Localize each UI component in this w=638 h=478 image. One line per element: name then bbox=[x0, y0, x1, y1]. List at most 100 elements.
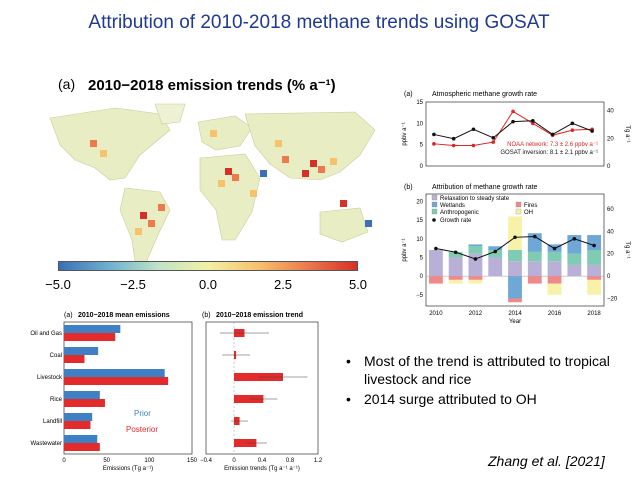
y-tick-label: 10 bbox=[416, 121, 423, 127]
data-point bbox=[570, 121, 575, 126]
legend-entry: Fires bbox=[524, 203, 537, 209]
stacked-bar-segment bbox=[428, 276, 443, 284]
y-tick-label: −5 bbox=[416, 293, 424, 299]
chart-frame bbox=[425, 101, 605, 167]
data-point bbox=[550, 132, 555, 137]
map-trend-cell bbox=[310, 160, 317, 167]
data-point bbox=[432, 132, 436, 137]
data-point bbox=[471, 143, 476, 148]
stacked-bar-segment bbox=[468, 244, 483, 247]
bar bbox=[64, 355, 85, 363]
map-trend-cell bbox=[232, 174, 239, 181]
map-trend-cell bbox=[250, 190, 257, 197]
stacked-bar-segment bbox=[527, 261, 542, 277]
y-right-axis-label: Tg a⁻¹ bbox=[624, 241, 630, 258]
legend-swatch bbox=[432, 218, 436, 222]
bar bbox=[64, 325, 121, 333]
category-label: Rice bbox=[50, 397, 63, 403]
legend-swatch bbox=[431, 201, 438, 208]
stacked-bar-segment bbox=[587, 250, 602, 265]
y-tick-label: 5 bbox=[420, 255, 424, 261]
map-trend-cell bbox=[330, 158, 337, 165]
citation: Zhang et al. [2021] bbox=[488, 453, 605, 469]
chart-frame bbox=[205, 321, 319, 455]
map-land-africa bbox=[199, 153, 261, 241]
map-land-australia bbox=[319, 207, 369, 243]
bar bbox=[234, 395, 264, 403]
map-trend-cell bbox=[302, 170, 309, 177]
stacked-bar-segment bbox=[508, 216, 522, 250]
map-trend-cell bbox=[100, 150, 107, 157]
map-land-greenland bbox=[154, 103, 186, 125]
map-trend-cell bbox=[148, 220, 155, 227]
bar bbox=[64, 391, 100, 399]
map-panel-label: (a) bbox=[58, 76, 76, 92]
x-tick-label: 50 bbox=[103, 458, 110, 464]
stacked-bar-segment bbox=[508, 276, 522, 299]
data-point bbox=[570, 128, 575, 132]
x-tick-label: 150 bbox=[187, 458, 198, 464]
stacked-bar-segment bbox=[468, 246, 483, 254]
y-tick-label: 0 bbox=[420, 274, 424, 280]
data-point bbox=[451, 136, 456, 141]
stacked-bar-segment bbox=[428, 250, 443, 277]
stacked-bar-segment bbox=[547, 251, 562, 262]
stacked-bar-segment bbox=[468, 276, 483, 280]
x-tick-label: −0.4 bbox=[200, 458, 213, 464]
stacked-bar-segment bbox=[448, 251, 463, 258]
legend-swatch bbox=[515, 201, 522, 208]
map-land-asia bbox=[244, 111, 376, 181]
stacked-bar-segment bbox=[587, 235, 602, 250]
category-label: Livestock bbox=[37, 375, 63, 381]
stacked-bar-segment bbox=[508, 298, 522, 303]
x-axis-label: Year bbox=[509, 319, 521, 325]
legend-entry: Growth rate bbox=[440, 218, 472, 224]
map-trend-cell bbox=[218, 180, 225, 187]
data-point bbox=[491, 140, 496, 144]
y-right-tick-label: 60 bbox=[607, 207, 614, 213]
map-trend-cell bbox=[158, 204, 165, 211]
y-right-axis-label: Tg a⁻¹ bbox=[624, 125, 630, 142]
bar bbox=[64, 399, 105, 407]
y-tick-label: 20 bbox=[416, 199, 423, 205]
x-tick-label: 0.4 bbox=[258, 458, 267, 464]
legend-entry: Posterior bbox=[126, 425, 158, 434]
x-tick-label: 0 bbox=[62, 458, 66, 464]
bar bbox=[64, 333, 116, 341]
bar bbox=[64, 421, 91, 429]
y-tick-label: 15 bbox=[416, 218, 423, 224]
attribution-chart: (b) Attribution of methane growth rate −5 0… bbox=[402, 184, 630, 325]
bar bbox=[64, 369, 165, 377]
legend-swatch bbox=[515, 208, 522, 215]
legend-swatch bbox=[431, 208, 438, 215]
x-tick-label: 100 bbox=[144, 458, 155, 464]
x-tick-label: 2014 bbox=[508, 311, 522, 317]
stacked-bar-segment bbox=[587, 276, 602, 280]
stacked-bar-segment bbox=[448, 279, 463, 284]
y-right-tick-label: 20 bbox=[607, 136, 614, 142]
x-tick-label: 2010 bbox=[429, 311, 443, 317]
x-tick-label: 2012 bbox=[469, 311, 483, 317]
chart-panel-label: (b) bbox=[202, 312, 211, 319]
chart-frame bbox=[63, 321, 193, 455]
stacked-bar-segment bbox=[547, 276, 562, 284]
y-right-tick-label: 20 bbox=[607, 252, 614, 258]
map-trend-cell bbox=[340, 200, 347, 207]
map-trend-cell bbox=[318, 166, 325, 173]
category-label: Landfill bbox=[43, 419, 62, 425]
growth-rate-point bbox=[453, 250, 458, 255]
data-point bbox=[531, 121, 535, 126]
bullet-item: 2014 surge attributed to OH bbox=[342, 390, 632, 408]
chart-frame bbox=[425, 193, 605, 307]
chart-panel-label: (b) bbox=[404, 184, 413, 191]
emission-trend-chart: (b) 2010−2018 emission trend −0.4 0 0.4 0.8 1.… bbox=[200, 312, 323, 472]
map-trend-cell bbox=[282, 156, 289, 163]
map-trend-cell bbox=[260, 170, 267, 177]
stacked-bar-segment bbox=[488, 257, 503, 277]
bar bbox=[64, 435, 98, 443]
y-right-tick-label: 40 bbox=[607, 229, 614, 235]
data-point bbox=[491, 136, 496, 140]
map-land-europe bbox=[197, 115, 253, 151]
legend-entry: Relaxation to steady state bbox=[440, 196, 510, 202]
bullet-list: Most of the trend is attributed to tropi… bbox=[342, 352, 632, 410]
